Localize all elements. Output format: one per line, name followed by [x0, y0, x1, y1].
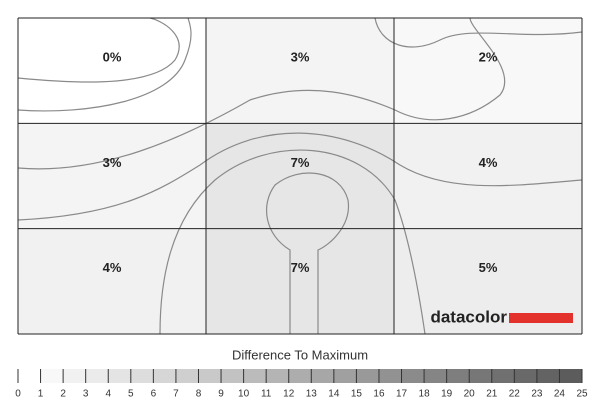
scale-swatch	[63, 369, 86, 383]
cell-label: 2%	[479, 49, 498, 64]
scale-swatch	[221, 369, 244, 383]
scale-tick-label: 23	[531, 389, 543, 400]
brand-bar	[509, 313, 573, 323]
scale-tick-label: 14	[328, 389, 340, 400]
cell	[18, 228, 206, 334]
scale-swatch	[491, 369, 515, 383]
cell-label: 7%	[291, 155, 310, 170]
contours	[17, 17, 583, 335]
scale-swatch	[130, 369, 154, 383]
scale-tick-label: 8	[196, 389, 202, 400]
scale-swatch	[198, 369, 222, 383]
scale-swatch	[288, 369, 312, 383]
scale-swatch	[243, 369, 267, 383]
scale-tick-label: 3	[83, 389, 89, 400]
scale-tick-label: 5	[128, 389, 134, 400]
cell	[18, 18, 206, 124]
cell-label: 3%	[103, 155, 122, 170]
cell	[206, 123, 394, 229]
cell-label: 0%	[103, 49, 122, 64]
cell	[206, 18, 394, 124]
cell	[394, 18, 582, 124]
scale-tick-label: 6	[151, 389, 157, 400]
scale-tick-label: 7	[173, 389, 179, 400]
scale-swatch	[85, 369, 109, 383]
cell-label: 7%	[291, 260, 310, 275]
scale-tick-label: 17	[396, 389, 408, 400]
scale-tick-label: 11	[261, 389, 272, 400]
cell-label: 5%	[479, 260, 498, 275]
scale-swatch	[266, 369, 289, 383]
cell-label: 3%	[291, 49, 310, 64]
scale-tick-label: 4	[105, 389, 111, 400]
scale-tick-label: 12	[283, 389, 295, 400]
scale-tick-label: 1	[38, 389, 44, 400]
scale-swatch	[153, 369, 176, 383]
scale-swatch	[378, 369, 402, 383]
scale-tick-label: 0	[15, 389, 21, 400]
scale-swatch	[401, 369, 425, 383]
scale-tick-label: 22	[509, 389, 521, 400]
scale-swatch	[469, 369, 492, 383]
scale-tick-label: 25	[576, 389, 588, 400]
scale-swatch	[559, 369, 582, 383]
scale-title: Difference To Maximum	[232, 347, 368, 362]
scale-swatch	[333, 369, 357, 383]
scale-tick-label: 21	[486, 389, 498, 400]
cell	[206, 228, 394, 334]
scale-tick-label: 2	[60, 389, 66, 400]
scale-tick-label: 10	[238, 389, 250, 400]
scale-swatch	[40, 369, 64, 383]
cell-label: 4%	[479, 155, 498, 170]
scale-tick-label: 24	[554, 389, 566, 400]
scale-tick-label: 20	[464, 389, 476, 400]
scale-swatch	[514, 369, 537, 383]
scale-tick-label: 19	[441, 389, 453, 400]
cell-label: 4%	[103, 260, 122, 275]
cell	[394, 123, 582, 229]
scale-swatch	[536, 369, 560, 383]
scale-tick-label: 15	[351, 389, 363, 400]
scale-swatch	[424, 369, 447, 383]
cell	[18, 123, 206, 229]
scale-tick-label: 9	[218, 389, 224, 400]
scale-swatch	[356, 369, 379, 383]
brand: datacolor	[430, 307, 507, 326]
scale-swatch	[18, 369, 41, 383]
scale-swatch	[108, 369, 131, 383]
scale-tick-label: 13	[306, 389, 318, 400]
scale-swatch	[175, 369, 199, 383]
scale-swatch	[446, 369, 470, 383]
scale-tick-label: 16	[373, 389, 385, 400]
scale-swatch	[311, 369, 334, 383]
scale-tick-label: 18	[419, 389, 431, 400]
